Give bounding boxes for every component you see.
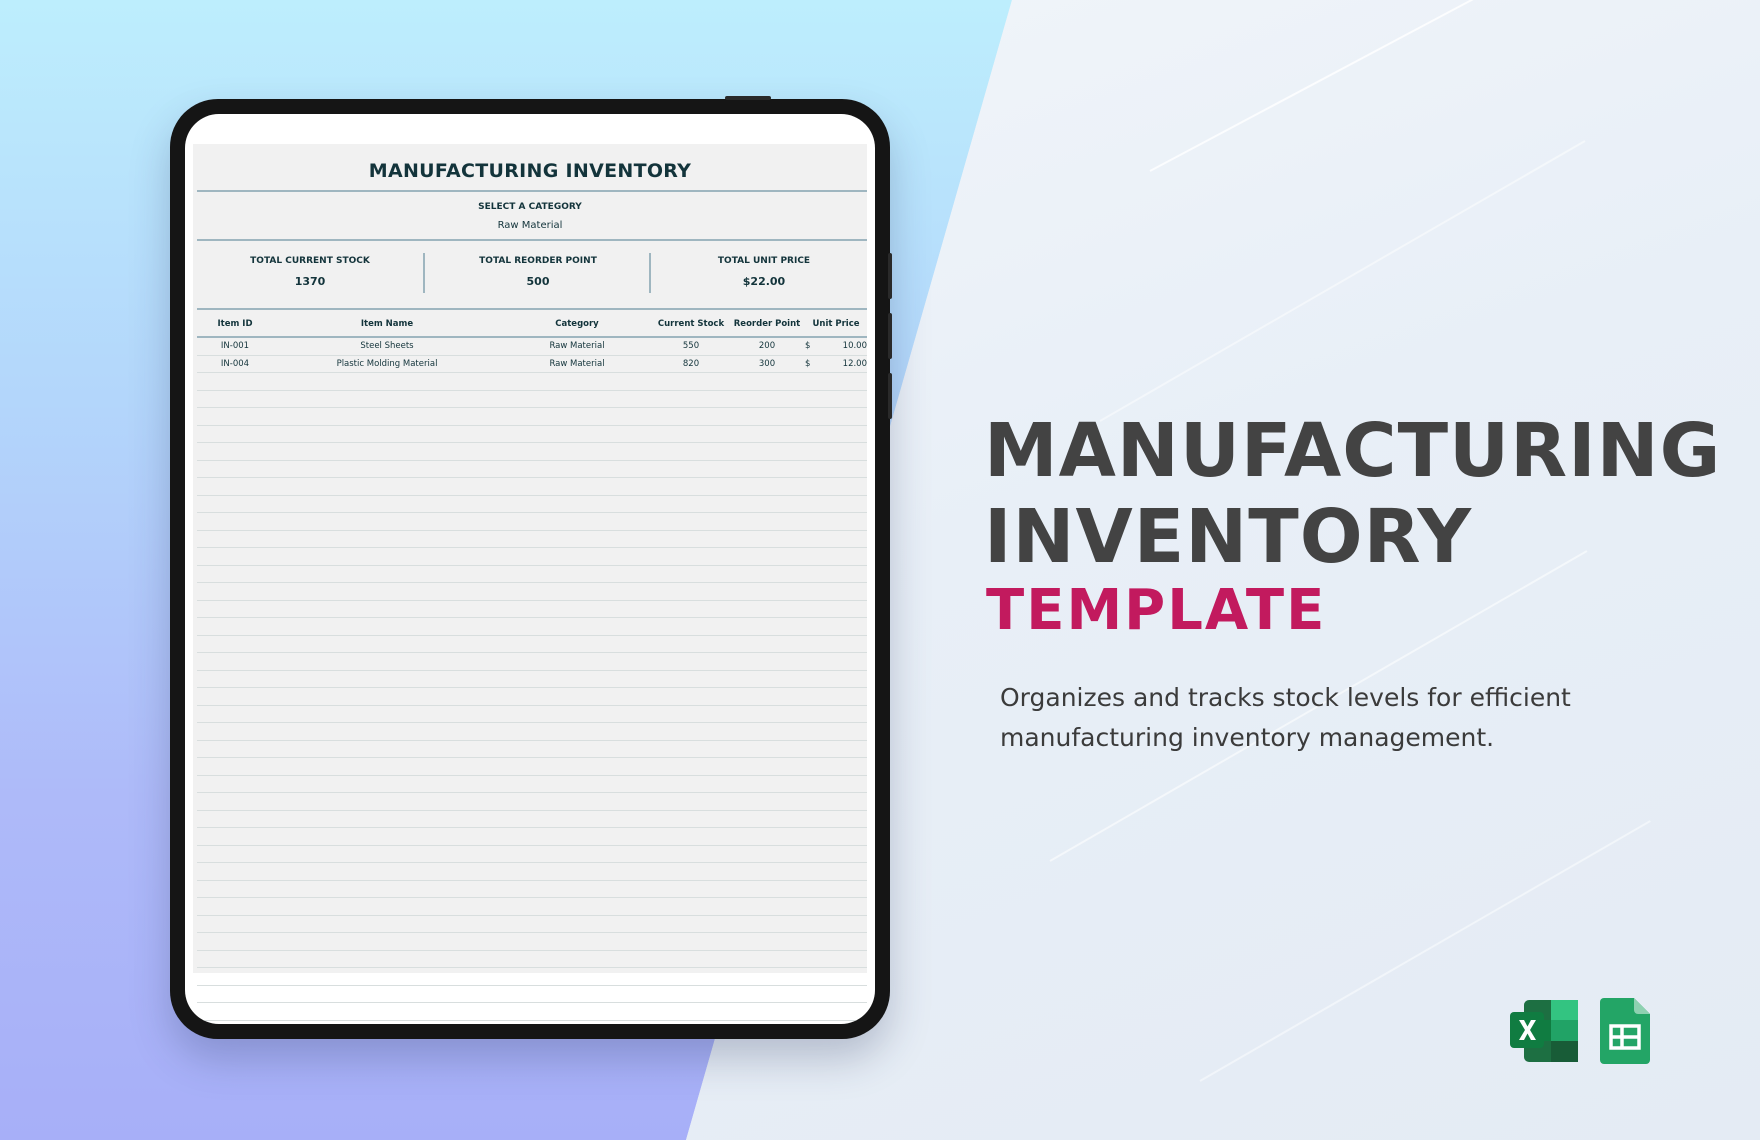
tablet-mockup: MANUFACTURING INVENTORY SELECT A CATEGOR… <box>170 96 892 1039</box>
empty-table-row[interactable] <box>197 566 867 583</box>
empty-table-row[interactable] <box>197 933 867 951</box>
cell-unit-price[interactable]: 10.00 <box>842 341 867 352</box>
cell-category[interactable]: Raw Material <box>549 358 605 369</box>
empty-table-row[interactable] <box>197 1003 867 1021</box>
empty-table-row[interactable] <box>197 916 867 933</box>
empty-table-row[interactable] <box>197 408 867 426</box>
cell-currency: $ <box>805 358 811 369</box>
divider <box>197 308 867 310</box>
stat-label: TOTAL REORDER POINT <box>479 256 597 266</box>
hero-title-line1: MANUFACTURING <box>984 408 1722 494</box>
cell-item-id[interactable]: IN-001 <box>220 341 250 352</box>
stat-value: 1370 <box>294 275 326 288</box>
empty-table-row[interactable] <box>197 811 867 828</box>
divider <box>197 239 867 241</box>
empty-table-row[interactable] <box>197 723 867 741</box>
empty-table-row[interactable] <box>197 653 867 671</box>
empty-table-row[interactable] <box>197 741 867 758</box>
empty-table-row[interactable] <box>197 443 867 461</box>
stat-total-current-stock: TOTAL CURRENT STOCK 1370 <box>197 256 423 288</box>
stat-separator <box>649 253 651 293</box>
empty-table-row[interactable] <box>197 636 867 653</box>
hero-subtitle: TEMPLATE <box>986 578 1327 643</box>
empty-table-row[interactable] <box>197 758 867 776</box>
empty-table-row[interactable] <box>197 671 867 688</box>
category-label: SELECT A CATEGORY <box>478 202 582 212</box>
column-header[interactable]: Item Name <box>360 319 414 329</box>
cell-reorder-point[interactable]: 300 <box>758 358 776 369</box>
column-header[interactable]: Category <box>555 319 599 329</box>
empty-table-row[interactable] <box>197 496 867 513</box>
stat-separator <box>423 253 425 293</box>
column-header[interactable]: Unit Price <box>812 319 860 329</box>
tablet-side-button <box>888 313 892 359</box>
cell-reorder-point[interactable]: 200 <box>758 341 776 352</box>
spreadsheet: MANUFACTURING INVENTORY SELECT A CATEGOR… <box>193 144 867 1021</box>
empty-table-row[interactable] <box>197 548 867 566</box>
cell-category[interactable]: Raw Material <box>549 341 605 352</box>
tablet-side-button <box>888 373 892 419</box>
stat-total-reorder-point: TOTAL REORDER POINT 500 <box>425 256 651 288</box>
hero-title-line2: INVENTORY <box>984 494 1473 580</box>
category-select[interactable]: Raw Material <box>497 220 563 231</box>
excel-icon <box>1510 1000 1578 1062</box>
stat-total-unit-price: TOTAL UNIT PRICE $22.00 <box>651 256 875 288</box>
column-header[interactable]: Reorder Point <box>733 319 801 329</box>
empty-table-row[interactable] <box>197 461 867 478</box>
empty-table-row[interactable] <box>197 863 867 881</box>
empty-rows <box>197 373 867 1021</box>
empty-table-row[interactable] <box>197 706 867 723</box>
stat-label: TOTAL UNIT PRICE <box>717 256 811 266</box>
cell-item-name[interactable]: Steel Sheets <box>360 341 414 352</box>
tablet-top-button <box>725 96 771 100</box>
empty-table-row[interactable] <box>197 881 867 898</box>
empty-table-row[interactable] <box>197 513 867 531</box>
empty-table-row[interactable] <box>197 531 867 548</box>
cell-currency: $ <box>805 341 811 352</box>
empty-table-row[interactable] <box>197 968 867 986</box>
empty-table-row[interactable] <box>197 618 867 636</box>
empty-table-row[interactable] <box>197 688 867 706</box>
empty-table-row[interactable] <box>197 391 867 408</box>
empty-table-row[interactable] <box>197 898 867 916</box>
column-header[interactable]: Current Stock <box>657 319 725 329</box>
empty-table-row[interactable] <box>197 373 867 391</box>
sheet-title: MANUFACTURING INVENTORY <box>368 160 692 182</box>
cell-unit-price[interactable]: 12.00 <box>842 358 867 369</box>
stat-label: TOTAL CURRENT STOCK <box>250 256 370 266</box>
empty-table-row[interactable] <box>197 426 867 443</box>
empty-table-row[interactable] <box>197 793 867 811</box>
cell-current-stock[interactable]: 820 <box>682 358 700 369</box>
hero-description: Organizes and tracks stock levels for ef… <box>1000 683 1571 752</box>
empty-table-row[interactable] <box>197 951 867 968</box>
table-row[interactable]: IN-001 Steel Sheets Raw Material 550 200… <box>197 338 867 356</box>
stat-value: 500 <box>526 275 550 288</box>
table-row[interactable]: IN-004 Plastic Molding Material Raw Mate… <box>197 356 867 373</box>
empty-table-row[interactable] <box>197 828 867 846</box>
empty-table-row[interactable] <box>197 846 867 863</box>
empty-table-row[interactable] <box>197 478 867 496</box>
inventory-table: Item ID Item Name Category Current Stock… <box>197 312 867 1021</box>
empty-table-row[interactable] <box>197 776 867 793</box>
empty-table-row[interactable] <box>197 601 867 618</box>
column-header[interactable]: Item ID <box>217 319 253 329</box>
tablet-screen: MANUFACTURING INVENTORY SELECT A CATEGOR… <box>185 114 875 1024</box>
divider <box>197 190 867 192</box>
stat-value: $22.00 <box>742 275 786 288</box>
empty-table-row[interactable] <box>197 583 867 601</box>
table-header: Item ID Item Name Category Current Stock… <box>197 312 867 338</box>
cell-item-id[interactable]: IN-004 <box>220 358 250 369</box>
cell-current-stock[interactable]: 550 <box>682 341 700 352</box>
google-sheets-icon <box>1600 998 1650 1064</box>
tablet-side-button <box>888 253 892 299</box>
cell-item-name[interactable]: Plastic Molding Material <box>336 358 438 369</box>
empty-table-row[interactable] <box>197 986 867 1003</box>
